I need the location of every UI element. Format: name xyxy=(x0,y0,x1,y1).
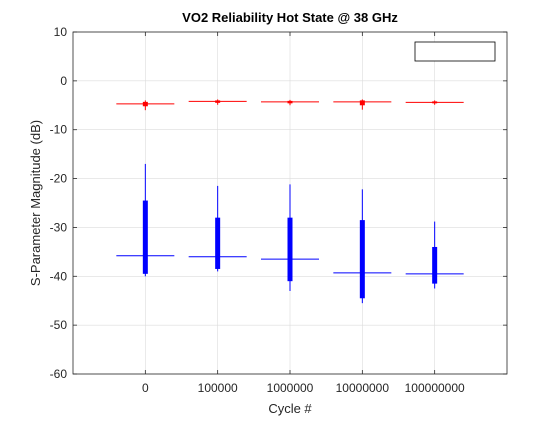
y-tick-label: -60 xyxy=(50,367,68,381)
y-tick-label: -30 xyxy=(50,220,68,234)
box xyxy=(432,246,438,284)
box xyxy=(359,220,365,299)
y-tick-label: -50 xyxy=(50,318,68,332)
legend-box xyxy=(414,41,496,62)
box xyxy=(215,217,221,269)
y-axis-label: S-Parameter Magnitude (dB) xyxy=(28,120,43,286)
chart-title: VO2 Reliability Hot State @ 38 GHz xyxy=(182,10,398,25)
x-tick-label: 100000 xyxy=(198,381,238,395)
x-tick-label: 100000000 xyxy=(405,381,465,395)
x-axis-label: Cycle # xyxy=(268,401,312,416)
box xyxy=(287,217,293,282)
box xyxy=(142,200,148,274)
y-tick-label: -20 xyxy=(50,172,68,186)
y-tick-label: -10 xyxy=(50,123,68,137)
x-tick-label: 10000000 xyxy=(336,381,390,395)
y-tick-label: 10 xyxy=(54,25,68,39)
y-tick-label: -40 xyxy=(50,269,68,283)
box xyxy=(359,100,365,106)
x-tick-label: 0 xyxy=(142,381,149,395)
y-tick-label: 0 xyxy=(60,74,67,88)
x-tick-label: 1000000 xyxy=(267,381,314,395)
data-layer xyxy=(116,99,464,304)
tick-layer: 10 0 -10 -20 -30 -40 -50 -60 0 100000 1000000 10000… xyxy=(50,25,507,395)
